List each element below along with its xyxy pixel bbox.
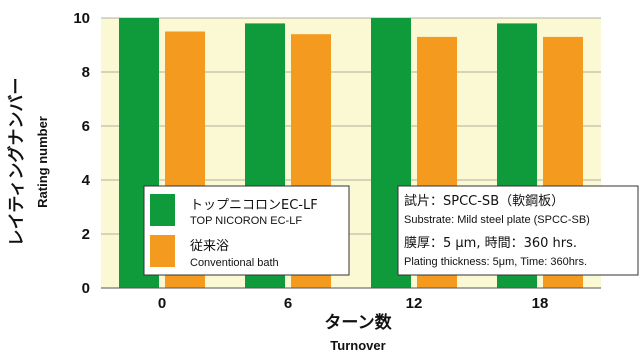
test-conditions-note: 試片：SPCC-SB（軟鋼板） Substrate: Mild steel pl… bbox=[397, 185, 639, 276]
note-thickness-en: Plating thickness: 5μm, Time: 360hrs. bbox=[404, 256, 587, 268]
y-tick-label: 4 bbox=[82, 172, 91, 189]
y-tick-labels: 0 2 4 6 8 10 bbox=[73, 10, 90, 297]
y-tick-label: 10 bbox=[73, 10, 90, 27]
legend-label-ec-lf-en: TOP NICORON EC-LF bbox=[190, 215, 302, 227]
y-axis-title-en: Rating number bbox=[35, 116, 50, 208]
legend-label-conventional: 従来浴 bbox=[190, 239, 229, 254]
y-tick-label: 0 bbox=[82, 280, 90, 297]
note-substrate-jp: 試片：SPCC-SB（軟鋼板） bbox=[404, 193, 564, 209]
note-substrate-en: Substrate: Mild steel plate (SPCC-SB) bbox=[404, 214, 590, 226]
x-tick-label: 0 bbox=[158, 295, 166, 312]
y-axis-title: レイティングナンバー bbox=[6, 78, 27, 247]
legend-box bbox=[143, 185, 350, 276]
y-tick-label: 2 bbox=[82, 226, 90, 243]
x-tick-label: 18 bbox=[532, 295, 549, 312]
y-tick-label: 6 bbox=[82, 118, 90, 135]
legend: トップニコロンEC-LF TOP NICORON EC-LF 従来浴 Conve… bbox=[143, 185, 350, 276]
note-box bbox=[397, 185, 639, 276]
note-thickness-jp: 膜厚：5 μm, 時間：360 hrs. bbox=[404, 236, 577, 251]
legend-label-conventional-en: Conventional bath bbox=[190, 257, 279, 269]
x-tick-label: 12 bbox=[406, 295, 423, 312]
y-tick-label: 8 bbox=[82, 64, 90, 81]
legend-swatch-conventional bbox=[150, 235, 175, 267]
x-axis-title-en: Turnover bbox=[330, 338, 385, 353]
legend-label-ec-lf: トップニコロンEC-LF bbox=[190, 198, 318, 213]
x-tick-label: 6 bbox=[284, 295, 292, 312]
x-tick-labels: 0 6 12 18 bbox=[158, 295, 549, 312]
legend-swatch-ec-lf bbox=[150, 194, 175, 226]
x-axis-title: ターン数 bbox=[324, 312, 392, 333]
